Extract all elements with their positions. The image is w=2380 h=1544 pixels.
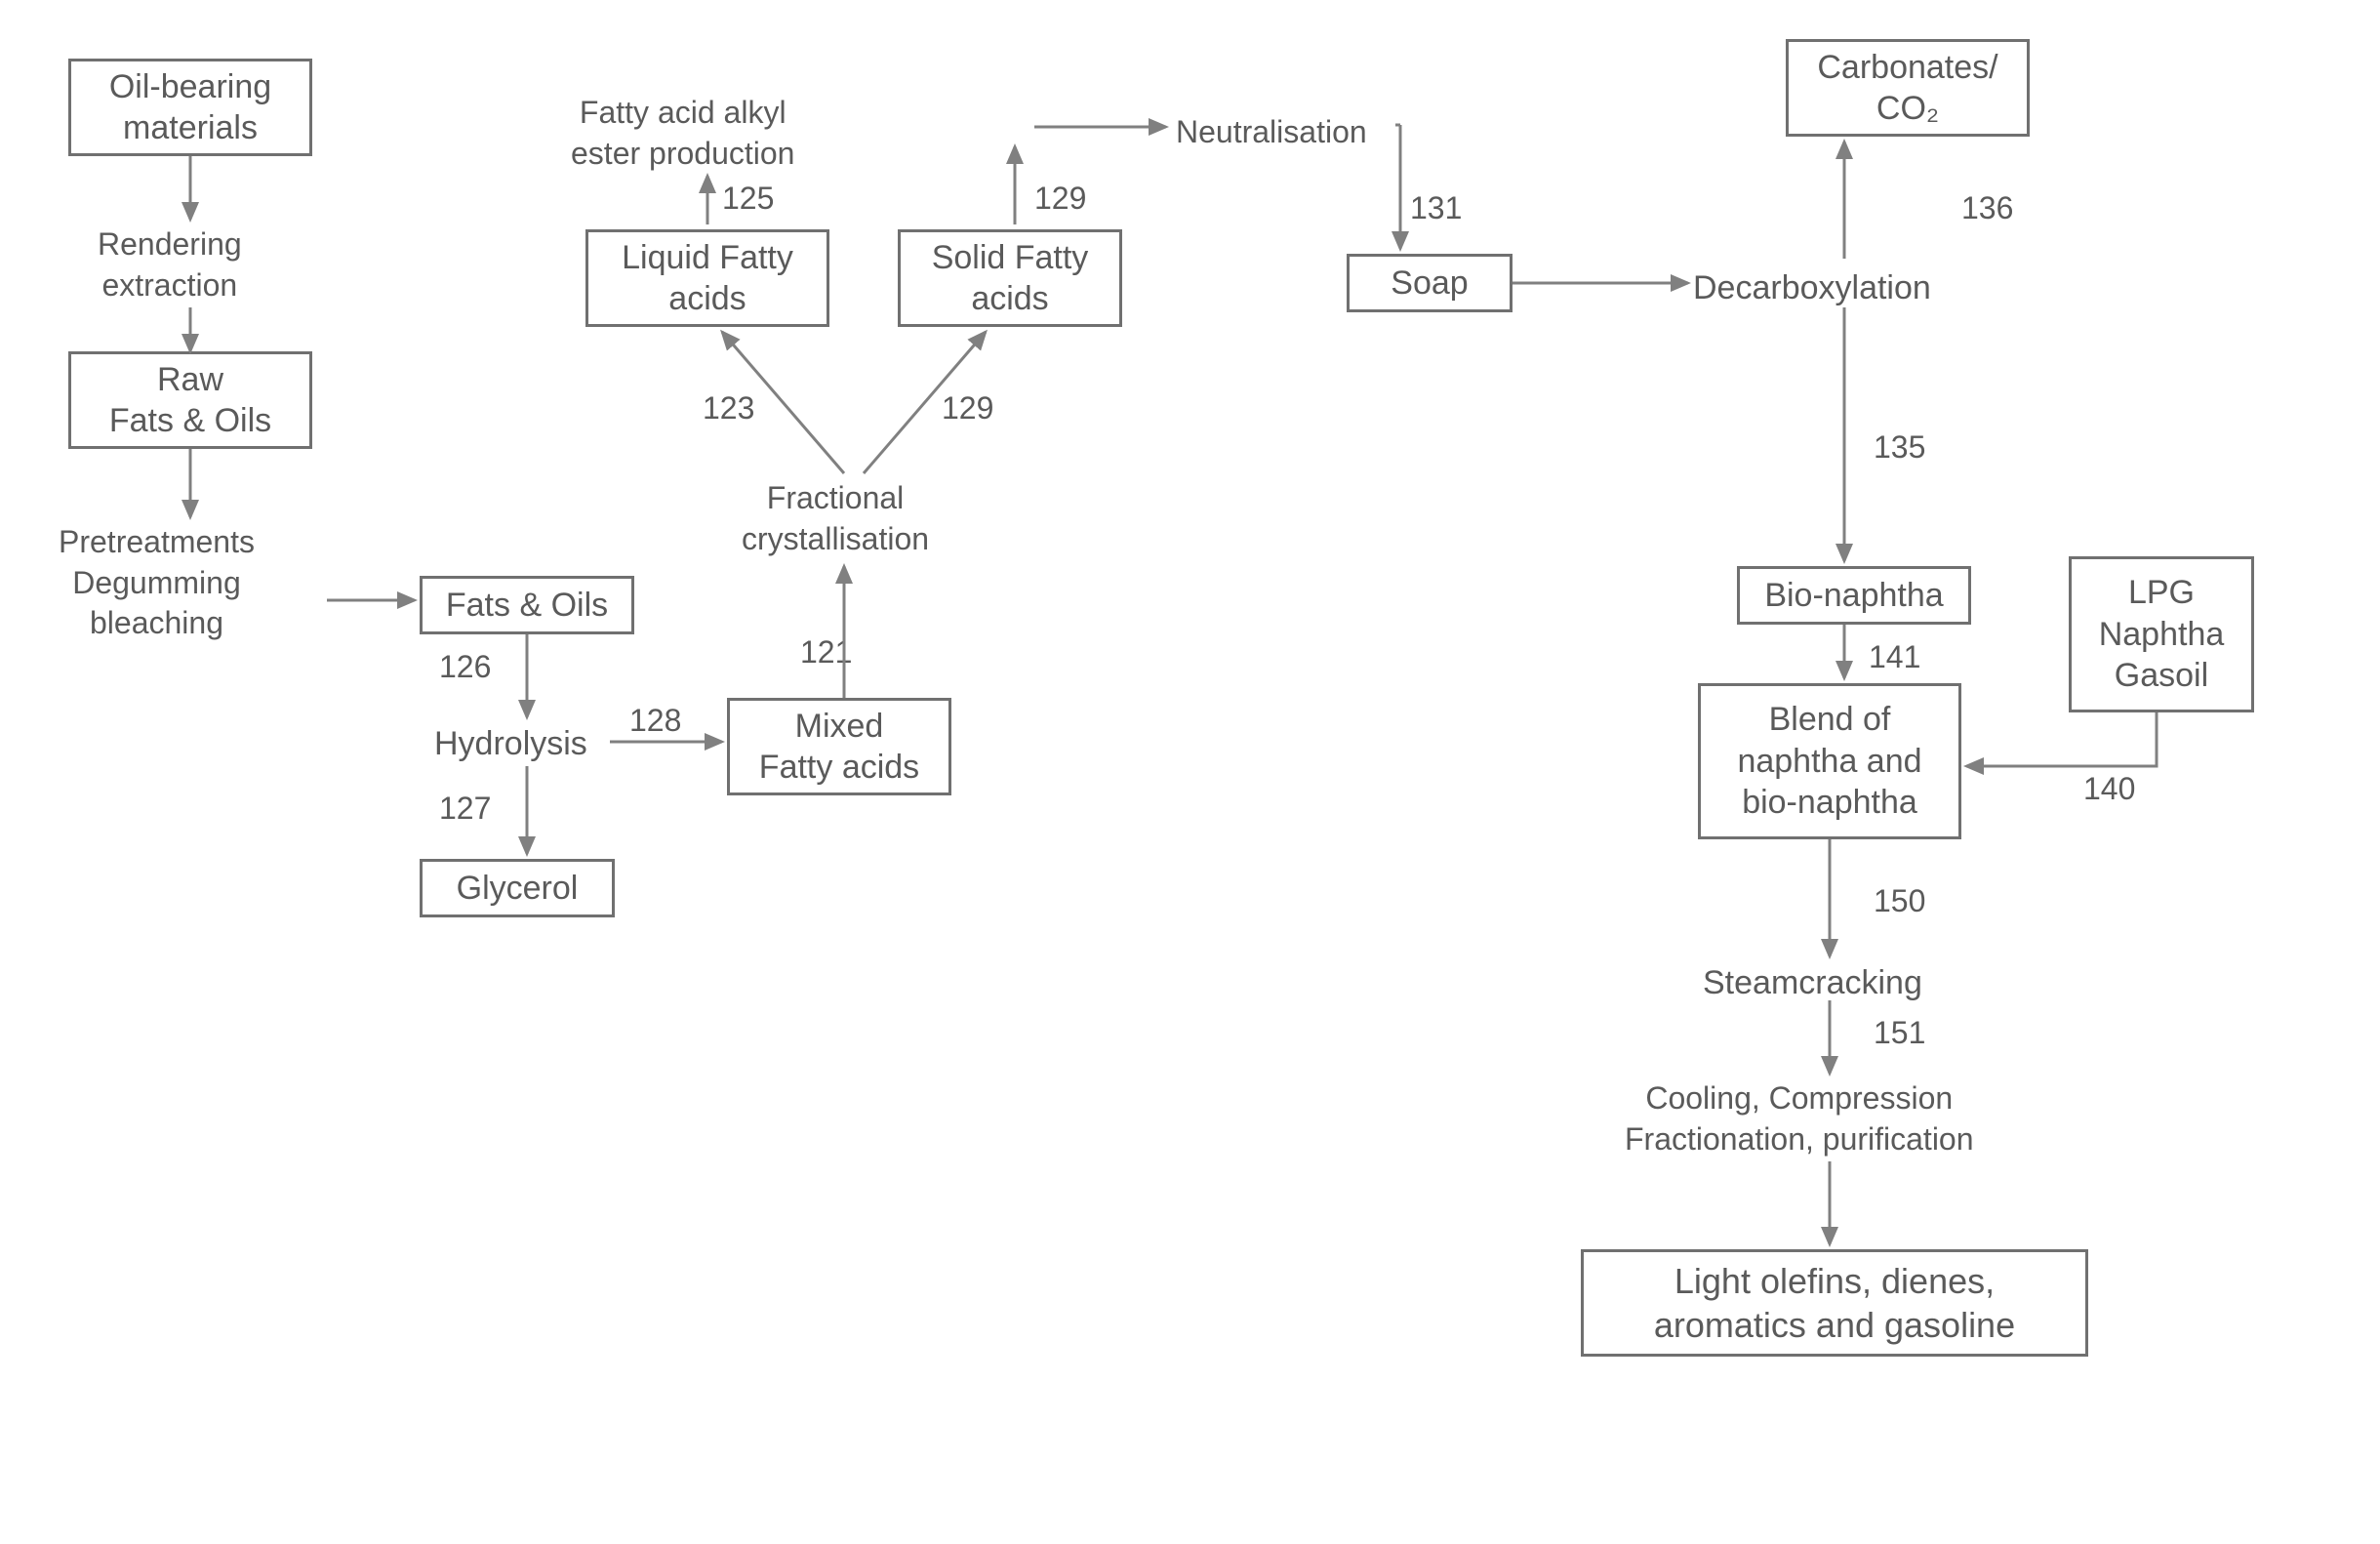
num-128: 128 bbox=[629, 703, 681, 739]
label-hydrolysis: Hydrolysis bbox=[434, 722, 587, 765]
label-fractional: Fractional crystallisation bbox=[742, 478, 929, 559]
num-131: 131 bbox=[1410, 190, 1462, 226]
box-products: Light olefins, dienes, aromatics and gas… bbox=[1581, 1249, 2088, 1357]
num-129b: 129 bbox=[942, 390, 993, 427]
label-neutralisation: Neutralisation bbox=[1176, 112, 1367, 153]
box-glycerol: Glycerol bbox=[420, 859, 615, 917]
box-oil-bearing: Oil-bearing materials bbox=[68, 59, 312, 156]
box-blend: Blend of naphtha and bio-naphtha bbox=[1698, 683, 1961, 839]
box-fats-oils: Fats & Oils bbox=[420, 576, 634, 634]
num-121: 121 bbox=[800, 634, 852, 670]
num-151: 151 bbox=[1874, 1015, 1925, 1051]
label-rendering: Rendering extraction bbox=[98, 224, 242, 305]
num-135: 135 bbox=[1874, 429, 1925, 466]
label-cooling: Cooling, Compression Fractionation, puri… bbox=[1625, 1078, 1974, 1159]
num-150: 150 bbox=[1874, 883, 1925, 919]
box-liquid-fatty: Liquid Fatty acids bbox=[585, 229, 829, 327]
num-125: 125 bbox=[722, 181, 774, 217]
label-fatty-ester: Fatty acid alkyl ester production bbox=[571, 93, 794, 174]
box-solid-fatty: Solid Fatty acids bbox=[898, 229, 1122, 327]
box-carbonates: Carbonates/ CO₂ bbox=[1786, 39, 2030, 137]
box-lpg: LPG Naphtha Gasoil bbox=[2069, 556, 2254, 712]
edge-lpg-down bbox=[1966, 712, 2157, 766]
num-126: 126 bbox=[439, 649, 491, 685]
num-123: 123 bbox=[703, 390, 754, 427]
box-raw-fats: Raw Fats & Oils bbox=[68, 351, 312, 449]
num-141: 141 bbox=[1869, 639, 1920, 675]
box-soap: Soap bbox=[1347, 254, 1513, 312]
label-pretreatments: Pretreatments Degumming bleaching bbox=[59, 522, 255, 644]
num-129a: 129 bbox=[1034, 181, 1086, 217]
num-136: 136 bbox=[1961, 190, 2013, 226]
num-140: 140 bbox=[2083, 771, 2135, 807]
box-mixed-fatty: Mixed Fatty acids bbox=[727, 698, 951, 795]
box-bio-naphtha: Bio-naphtha bbox=[1737, 566, 1971, 625]
num-127: 127 bbox=[439, 791, 491, 827]
label-decarboxylation: Decarboxylation bbox=[1693, 266, 1931, 309]
label-steamcracking: Steamcracking bbox=[1703, 961, 1922, 1004]
